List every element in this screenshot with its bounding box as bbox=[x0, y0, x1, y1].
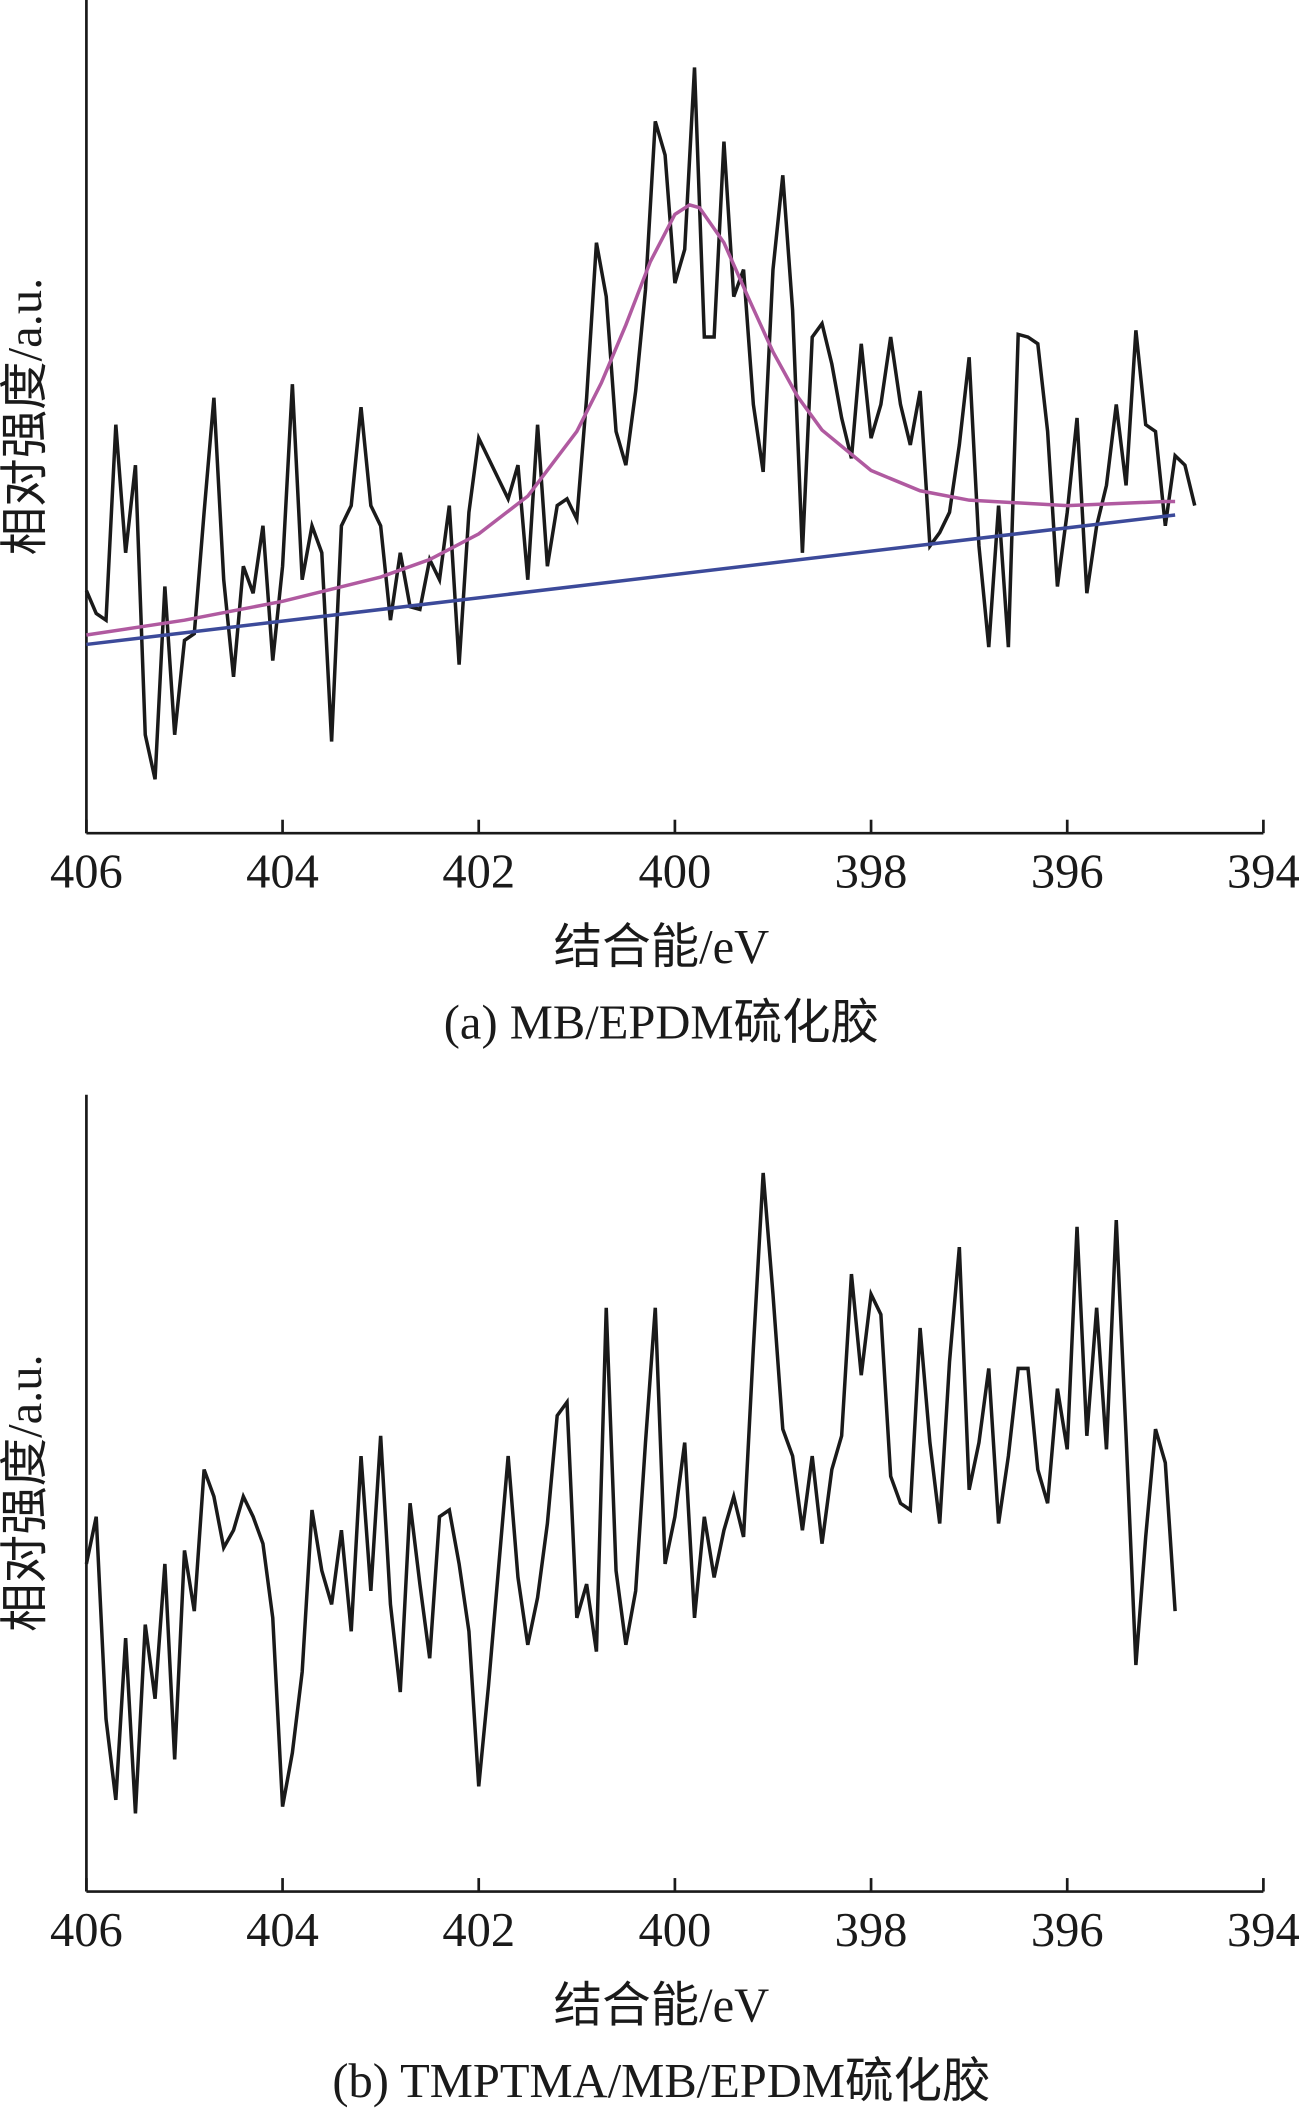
x-axis-label: 结合能/eV bbox=[554, 1979, 770, 2032]
x-tick-label: 406 bbox=[50, 1904, 123, 1957]
data-line bbox=[84, 1172, 1177, 1814]
data-line bbox=[84, 67, 1197, 780]
x-tick-label: 394 bbox=[1227, 845, 1300, 898]
caption: (a) MB/EPDM硫化胶 bbox=[444, 996, 879, 1049]
x-tick-label: 404 bbox=[246, 1904, 319, 1957]
y-axis-label: 相对强度/a.u. bbox=[0, 278, 52, 556]
caption: (b) TMPTMA/MB/EPDM硫化胶 bbox=[332, 2055, 990, 2108]
x-tick-label: 402 bbox=[442, 1904, 515, 1957]
data-line bbox=[86, 203, 1176, 637]
x-tick-label: 398 bbox=[835, 845, 908, 898]
data-line bbox=[86, 513, 1176, 647]
x-tick-label: 400 bbox=[639, 845, 712, 898]
x-tick-label: 398 bbox=[835, 1904, 908, 1957]
x-tick-label: 394 bbox=[1227, 1904, 1300, 1957]
x-tick-label: 396 bbox=[1031, 1904, 1104, 1957]
x-tick-label: 406 bbox=[50, 845, 123, 898]
x-tick-label: 396 bbox=[1031, 845, 1104, 898]
x-tick-label: 400 bbox=[639, 1904, 712, 1957]
x-axis-label: 结合能/eV bbox=[554, 921, 770, 974]
x-tick-label: 404 bbox=[246, 845, 319, 898]
x-tick-label: 402 bbox=[442, 845, 515, 898]
y-axis-label: 相对强度/a.u. bbox=[0, 1354, 52, 1632]
